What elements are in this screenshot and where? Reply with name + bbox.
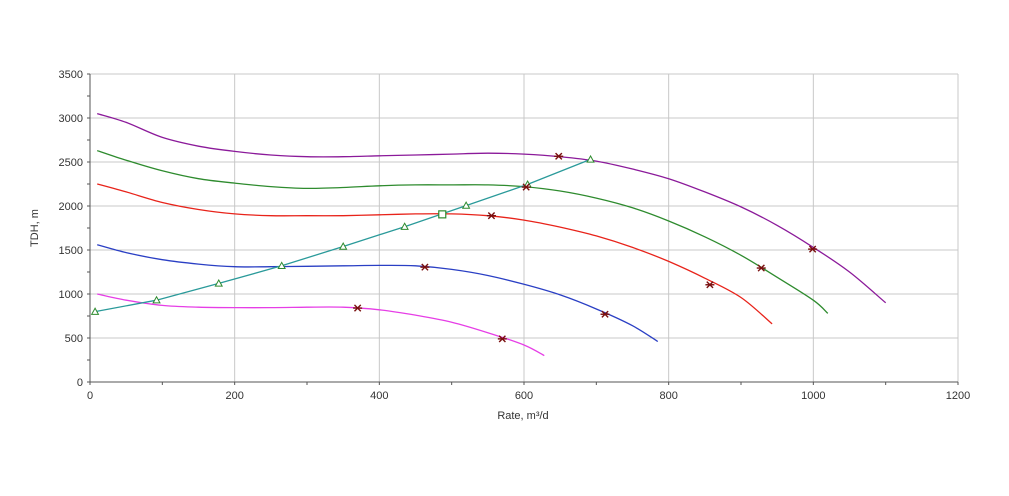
y-tick-label: 1000 [59, 289, 83, 301]
operating-point-markers [353, 152, 818, 343]
operating-point-marker [554, 152, 564, 160]
x-tick-label: 600 [515, 390, 533, 402]
bep-triangle-marker [461, 201, 471, 209]
grid-lines [89, 73, 959, 383]
y-axis-title: TDH, m [29, 209, 41, 247]
x-tick-label: 1200 [946, 390, 970, 402]
operating-point-marker [756, 264, 766, 272]
x-tick-label: 400 [370, 390, 388, 402]
y-tick-label: 1500 [59, 245, 83, 257]
pump-curve-1 [97, 112, 887, 304]
pump-curve-5 [97, 293, 545, 357]
y-tick-label: 3000 [59, 113, 83, 125]
bep-triangle-marker [90, 307, 100, 315]
x-tick-label: 800 [659, 390, 677, 402]
bep-triangle-marker [277, 261, 286, 270]
x-tick-label: 0 [87, 390, 93, 402]
pump-curve-4 [97, 244, 659, 343]
bep-triangle-marker [586, 154, 595, 163]
x-tick-label: 200 [225, 390, 243, 402]
operating-point-marker [420, 263, 430, 271]
operating-point-marker [486, 212, 496, 220]
bep-line [90, 154, 595, 315]
bep-triangle-marker [152, 295, 161, 304]
x-axis-title: Rate, m³/d [497, 410, 548, 422]
operating-point-marker [521, 183, 531, 191]
y-tick-label: 3500 [59, 69, 83, 81]
x-tick-label: 1000 [801, 390, 825, 402]
operating-point-marker [705, 281, 715, 289]
bep-square-marker [438, 210, 447, 219]
pump-curve-2 [96, 149, 829, 314]
bep-triangle-marker [214, 279, 224, 287]
operating-point-marker [808, 245, 818, 253]
y-tick-label: 0 [77, 377, 83, 389]
axes [87, 73, 959, 385]
y-tick-label: 2500 [59, 157, 83, 169]
pump-curves [96, 112, 887, 357]
y-tick-label: 500 [65, 333, 83, 345]
bep-triangle-marker [338, 242, 348, 250]
pump-curve-3 [97, 183, 773, 325]
y-tick-labels: 0 500 1000 1500 2000 2500 3000 3500 [59, 69, 83, 389]
operating-point-marker [353, 304, 363, 312]
y-tick-label: 2000 [59, 201, 83, 213]
bep-polyline [94, 158, 591, 313]
operating-point-marker [497, 335, 507, 343]
operating-point-marker [600, 310, 610, 318]
x-tick-labels: 0 200 400 600 800 1000 1200 [87, 390, 970, 402]
bep-triangle-marker [400, 222, 409, 230]
